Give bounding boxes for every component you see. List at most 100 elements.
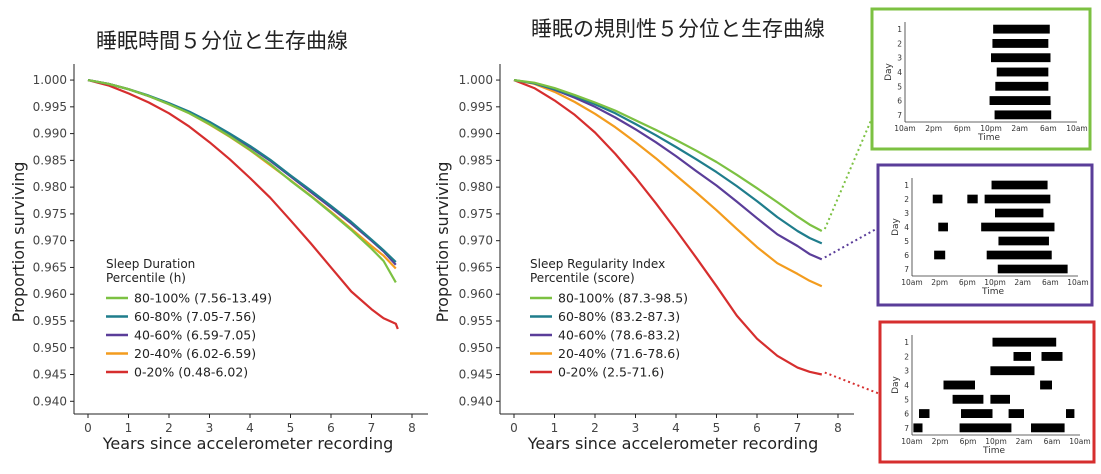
- x-tick-label: 3: [632, 421, 640, 435]
- inset-x-tick-label: 2am: [1016, 437, 1033, 446]
- sleep-bar: [993, 24, 1050, 34]
- inset-day-label: 7: [897, 111, 902, 120]
- legend-title-line-1: Sleep Duration: [106, 257, 195, 271]
- inset-moderate-sleep: 1 2 3 4 5 6 7 Day 10am 2pm 6pm 10pm 2am 6am 10am Time: [876, 163, 1094, 307]
- inset-x-label: Time: [981, 287, 1004, 297]
- x-tick-label: 6: [327, 421, 335, 435]
- sleep-bar: [990, 366, 1035, 376]
- y-tick-label: 0.955: [33, 314, 67, 328]
- y-tick-label: 0.990: [33, 127, 67, 141]
- inset-x-tick-label: 10pm: [984, 278, 1006, 287]
- sleep-bar: [992, 39, 1049, 48]
- x-tick-label: 2: [165, 421, 173, 435]
- x-tick-label: 4: [672, 421, 680, 435]
- sleep-bar: [913, 423, 923, 433]
- inset-x-tick-label: 6am: [1040, 124, 1057, 133]
- inset-frame: [870, 7, 1092, 151]
- x-tick-label: 5: [713, 421, 721, 435]
- x-tick-label: 6: [753, 421, 761, 435]
- chart-title: 睡眠時間５分位と生存曲線: [96, 29, 348, 53]
- inset-frame: [878, 320, 1096, 464]
- x-tick-label: 4: [246, 421, 254, 435]
- x-axis-label: Years since accelerometer recording: [527, 434, 819, 453]
- sleep-bar: [1041, 352, 1063, 361]
- y-tick-label: 0.940: [33, 394, 67, 408]
- inset-day-label: 2: [897, 39, 902, 48]
- inset-x-tick-label: 2am: [1011, 124, 1028, 133]
- inset-day-label: 6: [897, 97, 902, 106]
- sleep-bar: [992, 337, 1057, 347]
- y-tick-label: 0.945: [33, 368, 67, 382]
- inset-x-label: Time: [977, 133, 1000, 143]
- y-tick-label: 0.995: [459, 100, 493, 114]
- sleep-bar: [1008, 409, 1024, 418]
- sleep-bar: [995, 208, 1044, 218]
- sleep-bar: [991, 53, 1051, 63]
- series-line-3: [513, 79, 823, 261]
- inset-x-tick-label: 10am: [894, 124, 915, 133]
- inset-day-label: 3: [904, 367, 909, 376]
- legend-item-label: 20-40% (6.02-6.59): [134, 346, 256, 361]
- x-tick-label: 1: [551, 421, 559, 435]
- inset-x-tick-label: 10pm: [985, 437, 1007, 446]
- inset-x-tick-label: 2pm: [931, 278, 948, 287]
- y-tick-label: 0.985: [33, 153, 67, 167]
- x-tick-label: 8: [834, 421, 842, 435]
- y-axis-label: Proportion surviving: [9, 162, 28, 323]
- y-tick-label: 0.990: [459, 127, 493, 141]
- sleep-bar: [932, 194, 943, 204]
- x-tick-label: 1: [125, 421, 133, 435]
- legend: Sleep Duration Percentile (h) 80-100% (7…: [106, 257, 272, 380]
- sleep-bar: [995, 81, 1049, 91]
- inset-x-tick-label: 6am: [1042, 278, 1059, 287]
- connector-line: [824, 227, 879, 259]
- inset-irregular-sleep: 1 2 3 4 5 6 7 Day 10am 2pm 6pm 10pm 2am 6am 10am Time: [878, 320, 1096, 464]
- legend-item-label: 40-60% (6.59-7.05): [134, 328, 256, 343]
- plot-area: 1.000 0.995 0.990 0.985 0.980 0.975 0.970 0.965…: [459, 64, 854, 435]
- y-tick-label: 0.965: [33, 260, 67, 274]
- x-tick-label: 7: [368, 421, 376, 435]
- y-tick-label: 0.980: [459, 180, 493, 194]
- x-tick-label: 0: [84, 421, 92, 435]
- sleep-bar: [981, 222, 1055, 232]
- y-tick-label: 0.960: [33, 287, 67, 301]
- sleep-bar: [986, 250, 1052, 260]
- y-tick-label: 0.950: [459, 341, 493, 355]
- sleep-bar: [952, 394, 984, 404]
- inset-x-tick-label: 10am: [901, 437, 922, 446]
- inset-day-label: 6: [904, 251, 909, 260]
- x-tick-label: 7: [794, 421, 802, 435]
- series-line-1: [87, 79, 397, 283]
- sleep-bar: [984, 194, 1051, 204]
- inset-day-label: 4: [904, 381, 909, 390]
- sleep-bar: [938, 222, 948, 232]
- inset-x-tick-label: 6pm: [959, 278, 976, 287]
- legend-item-label: 0-20% (0.48-6.02): [134, 365, 248, 380]
- inset-y-label: Day: [891, 217, 901, 235]
- inset-x-tick-label: 10am: [1066, 124, 1087, 133]
- inset-frame: [876, 163, 1094, 307]
- legend-item-label: 60-80% (83.2-87.3): [558, 309, 680, 324]
- plot-area: 1.000 0.995 0.990 0.985 0.980 0.975 0.970 0.965…: [33, 64, 428, 435]
- chart-sleep-duration: 睡眠時間５分位と生存曲線 1.000 0.995 0.990 0.985 0.980 0.…: [9, 29, 428, 453]
- inset-y-label: Day: [884, 62, 894, 80]
- series-line-5: [87, 79, 399, 330]
- series-line-3: [87, 79, 397, 266]
- series-line-4: [87, 79, 397, 270]
- sleep-bar: [990, 394, 1010, 404]
- x-tick-label: 2: [591, 421, 599, 435]
- legend-title-line-1: Sleep Regularity Index: [530, 257, 665, 271]
- chart-title: 睡眠の規則性５分位と生存曲線: [531, 17, 825, 41]
- inset-x-tick-label: 6pm: [954, 124, 971, 133]
- sleep-bar: [996, 67, 1049, 77]
- legend-item-label: 0-20% (2.5-71.6): [558, 365, 664, 380]
- sleep-bar: [961, 409, 993, 418]
- series-line-5: [513, 79, 823, 376]
- sleep-bar: [959, 423, 1012, 433]
- legend: Sleep Regularity Index Percentile (score…: [530, 257, 688, 380]
- inset-x-tick-label: 6am: [1044, 437, 1061, 446]
- inset-regular-sleep: 1 2 3 4 5 6 7 Day 10am 2pm 6pm 10pm 2am 6am 10am Time: [870, 7, 1092, 151]
- inset-x-tick-label: 2pm: [932, 437, 949, 446]
